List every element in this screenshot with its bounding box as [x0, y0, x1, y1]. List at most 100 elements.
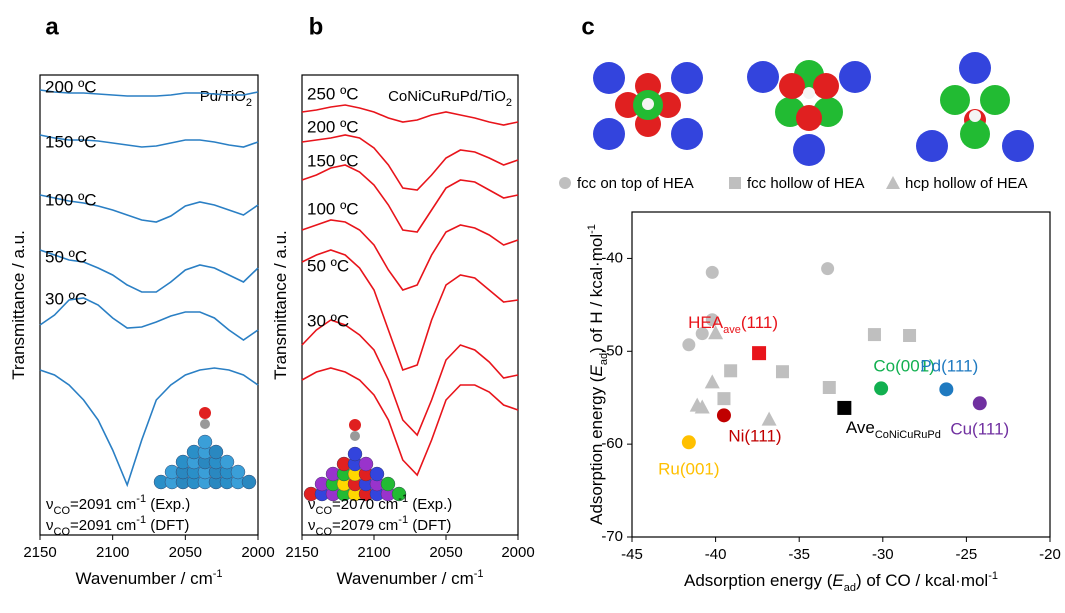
annotation-note-part: (DFT) — [146, 517, 189, 534]
point-label-part: (111) — [741, 314, 778, 333]
point — [821, 262, 835, 276]
annotation-part: 2 — [506, 97, 512, 109]
panel-letter: a — [45, 13, 59, 40]
annotation-note-part: -1 — [136, 493, 146, 505]
x-tick-label: 2100 — [357, 544, 390, 561]
x-axis-label: Wavenumber / cm-1 — [336, 568, 483, 589]
spectrum-line — [39, 367, 259, 488]
point — [708, 325, 724, 340]
annotation-note-part: ν — [46, 517, 54, 534]
point-label: Ni(111) — [728, 427, 781, 446]
annotation-note: νCO=2091 cm-1 (Exp.) — [46, 493, 190, 517]
x-axis-label: Wavenumber / cm-1 — [75, 568, 222, 589]
annotation-note-part: ν — [308, 517, 316, 534]
point — [775, 365, 789, 379]
spectrum-line — [39, 249, 259, 293]
y-axis-label: Transmittance / a.u. — [271, 230, 290, 380]
point — [867, 328, 881, 342]
series-label: 100 ºC — [45, 190, 97, 209]
x-tick-label: -25 — [956, 546, 978, 563]
atom-c — [350, 431, 360, 441]
x-tick-label: 2050 — [169, 544, 202, 561]
annotation-note-part: (Exp.) — [146, 496, 190, 513]
point-label-part: Ni(111) — [728, 427, 781, 446]
x-tick-label: 2150 — [285, 544, 318, 561]
point — [822, 381, 836, 394]
spectrum-line — [39, 194, 259, 223]
annotation-note-part: CO — [54, 526, 71, 538]
annotation-note-part: (DFT) — [408, 517, 451, 534]
highlight-point — [837, 400, 852, 415]
atom — [358, 456, 374, 472]
x-axis-label: Adsorption energy (Ead) of CO / kcal·mol… — [684, 570, 998, 594]
annotation-note: νCO=2070 cm-1 (Exp.) — [308, 493, 452, 517]
point-label-part: Co(001) — [873, 357, 934, 376]
plot-frame — [39, 74, 259, 536]
atom — [369, 466, 385, 482]
y-axis-label: Adsorption energy (Ead) of H / kcal·mol-… — [586, 224, 610, 525]
spectrum-line — [39, 297, 259, 341]
annotation-note-part: =2079 cm — [332, 517, 398, 534]
annotation-note-part: CO — [316, 505, 333, 517]
series-label: 50 ºC — [307, 256, 349, 275]
annotation-note-part: ν — [46, 496, 54, 513]
x-axis-label-part: -1 — [988, 570, 998, 582]
y-axis-label-part: Transmittance / a.u. — [271, 230, 290, 380]
point — [694, 399, 710, 414]
y-tick-label: -40 — [601, 249, 623, 266]
x-tick-label: -30 — [872, 546, 894, 563]
highlight-point — [681, 435, 696, 450]
x-axis-label-part: Adsorption energy ( — [684, 571, 833, 590]
annotation-note: νCO=2091 cm-1 (DFT) — [46, 514, 189, 538]
series-label: 200 ºC — [307, 117, 359, 136]
cluster-c1 — [593, 62, 703, 150]
atom — [391, 486, 407, 502]
y-tick-label: -60 — [601, 435, 623, 452]
spectrum-line — [301, 134, 519, 191]
panel-letter: c — [581, 13, 594, 40]
cluster-c3 — [916, 52, 1034, 162]
point-label-part: Ave — [846, 418, 875, 437]
point — [705, 313, 719, 327]
highlight-point — [716, 408, 731, 423]
point-label-part: Ru(001) — [658, 460, 719, 479]
y-axis-label-part: Transmittance / a.u. — [9, 230, 28, 380]
series-label: 100 ºC — [307, 199, 359, 218]
highlight-point — [972, 396, 987, 411]
plot-frame — [631, 211, 1051, 538]
x-tick-label: 2100 — [96, 544, 129, 561]
x-tick-label: 2000 — [241, 544, 274, 561]
spectrum-line — [301, 249, 519, 372]
point — [704, 374, 720, 389]
plot-frame — [301, 74, 519, 536]
series-label: 150 ºC — [45, 132, 97, 151]
highlight-point — [874, 381, 889, 396]
point — [705, 265, 719, 279]
series-label: 50 ºC — [45, 247, 87, 266]
point-label-part: HEA — [688, 314, 724, 333]
annotation-part: 2 — [246, 97, 252, 109]
y-axis-label-part: -1 — [586, 224, 598, 234]
point — [724, 364, 738, 378]
spectrum-line — [301, 219, 519, 291]
point-label: Co(001) — [873, 357, 934, 376]
annotation-note-part: ν — [308, 496, 316, 513]
point-label: Pd(111) — [920, 357, 978, 376]
series-label: 30 ºC — [307, 311, 349, 330]
y-tick-label: -70 — [601, 528, 623, 545]
annotation-note-part: =2091 cm — [70, 517, 136, 534]
spectrum-line — [301, 319, 519, 437]
x-tick-label: -20 — [1039, 546, 1061, 563]
y-axis-label: Transmittance / a.u. — [9, 230, 28, 380]
annotation: CoNiCuRuPd/TiO2 — [388, 88, 512, 109]
legend-marker — [559, 177, 571, 189]
annotation-part: CoNiCuRuPd/TiO — [388, 88, 506, 105]
atom-c — [200, 419, 210, 429]
point — [717, 392, 731, 406]
highlight-point — [752, 346, 767, 361]
annotation-note-part: CO — [316, 526, 333, 538]
x-axis-label-part: ) of CO / kcal·mol — [856, 571, 988, 590]
x-tick-label: 2150 — [23, 544, 56, 561]
annotation: Pd/TiO2 — [200, 88, 252, 109]
